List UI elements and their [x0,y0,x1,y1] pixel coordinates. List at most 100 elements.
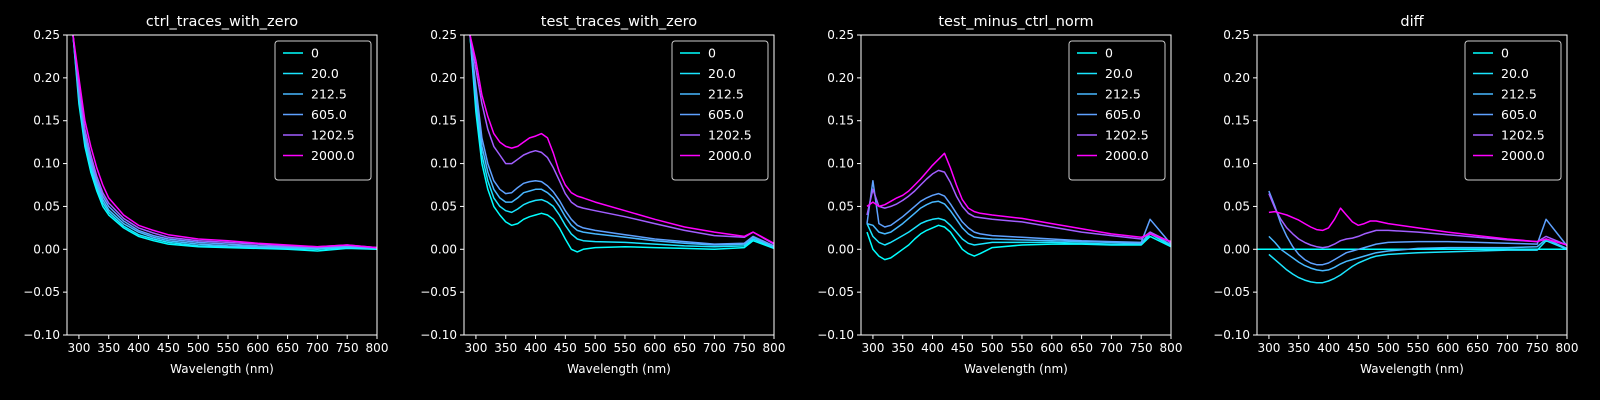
x-axis-label: Wavelength (nm) [964,362,1068,376]
series-line-212.5 [469,35,774,248]
legend-label: 0 [1501,46,1509,61]
y-tick-label: −0.05 [420,285,457,299]
axes-frame [66,34,378,336]
x-tick-label: 600 [1436,341,1459,355]
series-line-212.5 [1268,235,1567,272]
legend-box [1464,40,1562,181]
series-line-0 [469,35,774,253]
series-line-605.0 [1268,190,1567,266]
legend-label: 20.0 [708,66,736,81]
legend: 0 20.0 212.5 605.0 1202.5 2000.0 [1464,40,1562,181]
x-tick-label: 700 [1100,341,1123,355]
series-group [1257,190,1567,284]
series-line-1202.5 [1268,193,1567,249]
legend-label: 605.0 [1105,107,1141,122]
series-group [866,152,1171,261]
y-tick-label: 0.20 [827,71,854,85]
series-line-20.0 [866,217,1171,247]
y-tick-label: 0.00 [33,242,60,256]
y-tick-label: 0.10 [430,157,457,171]
x-tick-label: 500 [187,341,210,355]
y-tick-label: 0.25 [1223,28,1250,42]
legend-label: 605.0 [311,107,347,122]
x-tick-label: 650 [673,341,696,355]
legend-label: 212.5 [708,87,744,102]
x-tick-label: 600 [643,341,666,355]
legend-label: 2000.0 [311,148,355,163]
legend-label: 0 [1105,46,1113,61]
legend-label: 1202.5 [708,128,752,143]
axes-frame [1256,34,1568,336]
x-tick-label: 750 [1526,341,1549,355]
series-line-20.0 [469,35,774,249]
x-tick-label: 450 [951,341,974,355]
x-tick-label: 800 [366,341,389,355]
series-line-1202.5 [469,35,774,245]
x-tick-label: 550 [1011,341,1034,355]
x-tick-label: 600 [246,341,269,355]
x-tick-label: 500 [981,341,1004,355]
x-tick-label: 450 [157,341,180,355]
legend-label: 1202.5 [311,128,355,143]
chart-title: test_traces_with_zero [541,14,698,30]
x-tick-label: 500 [1377,341,1400,355]
y-tick-label: 0.25 [33,28,60,42]
legend-label: 2000.0 [708,148,752,163]
x-tick-label: 650 [1466,341,1489,355]
chart-title: test_minus_ctrl_norm [938,14,1093,30]
y-tick-label: 0.10 [33,157,60,171]
series-line-2000.0 [72,35,377,249]
x-tick-label: 800 [763,341,786,355]
legend-label: 605.0 [1501,107,1537,122]
y-tick-label: 0.05 [1223,199,1250,213]
legend-label: 2000.0 [1501,148,1545,163]
series-line-1202.5 [866,169,1171,244]
y-tick-label: 0.20 [1223,71,1250,85]
x-tick-label: 400 [1317,341,1340,355]
y-tick-label: −0.10 [23,328,60,342]
series-line-20.0 [1268,239,1567,284]
x-tick-label: 800 [1556,341,1579,355]
chart-panel: test_traces_with_zero Wavelength (nm) 30… [420,14,785,376]
legend-label: 1202.5 [1501,128,1545,143]
x-axis-label: Wavelength (nm) [170,362,274,376]
series-line-212.5 [72,35,377,250]
x-tick-label: 450 [1347,341,1370,355]
chart-panel: diff Wavelength (nm) 300 350 400 450 500 550 6… [1213,14,1578,376]
series-line-2000.0 [1268,207,1567,246]
y-tick-label: 0.15 [1223,114,1250,128]
y-tick-label: −0.05 [23,285,60,299]
chart-title: diff [1400,14,1424,30]
y-tick-label: −0.10 [1213,328,1250,342]
x-axis-label: Wavelength (nm) [1360,362,1464,376]
x-tick-label: 350 [97,341,120,355]
series-line-2000.0 [866,152,1171,243]
y-tick-label: 0.20 [430,71,457,85]
legend: 0 20.0 212.5 605.0 1202.5 2000.0 [671,40,769,181]
axes-frame [860,34,1172,336]
legend-label: 212.5 [1501,87,1537,102]
x-tick-label: 350 [494,341,517,355]
x-tick-label: 400 [524,341,547,355]
series-line-212.5 [866,200,1171,246]
y-tick-label: 0.05 [430,199,457,213]
x-tick-label: 300 [861,341,884,355]
chart-title: ctrl_traces_with_zero [146,14,298,30]
x-tick-label: 700 [1496,341,1519,355]
chart-panel: ctrl_traces_with_zero Wavelength (nm) 30… [23,14,388,376]
y-tick-label: 0.15 [33,114,60,128]
legend-label: 2000.0 [1105,148,1149,163]
y-tick-label: 0.05 [827,199,854,213]
legend-box [671,40,769,181]
x-tick-label: 700 [703,341,726,355]
axes-frame [463,34,775,336]
x-tick-label: 600 [1040,341,1063,355]
y-tick-label: 0.25 [430,28,457,42]
series-line-605.0 [866,179,1171,245]
y-tick-label: 0.15 [827,114,854,128]
legend: 0 20.0 212.5 605.0 1202.5 2000.0 [1068,40,1166,181]
legend-label: 212.5 [1105,87,1141,102]
x-tick-label: 650 [1070,341,1093,355]
series-line-0 [866,224,1171,261]
